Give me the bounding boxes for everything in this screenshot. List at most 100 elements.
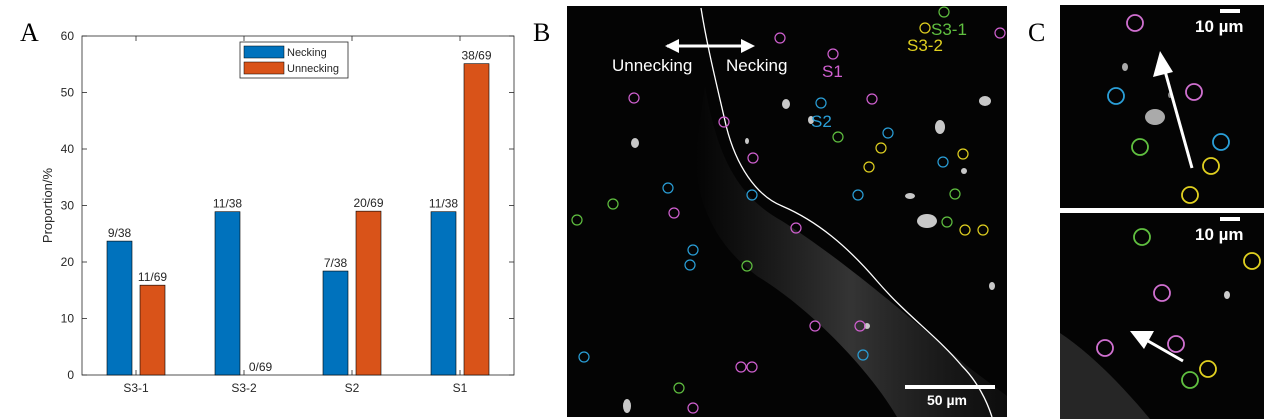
marker-s3-2 [1199,360,1217,378]
scale-bar-b [905,385,995,389]
x-tick-label: S2 [345,381,360,395]
marker-s2 [662,182,674,194]
marker-s32 [977,224,989,236]
y-tick-label: 30 [61,199,75,213]
marker-s1 [735,361,747,373]
marker-s1 [687,402,699,414]
label-s1: S1 [822,62,843,81]
legend-label: Unnecking [287,63,339,75]
bar-unnecking [139,284,166,376]
bright-spot [961,168,967,174]
data-label: 38/69 [461,49,491,63]
y-tick-label: 0 [67,368,74,382]
arrow-head-right [741,39,755,53]
scale-bar-c-bottom [1220,217,1240,221]
x-tick-label: S3-1 [123,381,149,395]
bright-spot [989,282,995,290]
marker-s1 [809,320,821,332]
marker-s1 [1096,339,1114,357]
marker-s31 [949,188,961,200]
marker-s2 [687,244,699,256]
data-label: 11/38 [213,197,242,211]
bright-spot [745,138,749,144]
marker-s2 [815,97,827,109]
data-label: 9/38 [108,226,132,240]
marker-s1 [866,93,878,105]
marker-s1 [747,152,759,164]
legend-swatch [243,61,285,75]
bright-spot [631,138,639,148]
marker-s2 [684,259,696,271]
data-label: 11/69 [138,270,167,284]
marker-circles [571,6,1006,414]
marker-s31 [832,131,844,143]
panel-label-a: A [20,18,39,47]
marker-s2 [937,156,949,168]
bright-spot [979,96,991,106]
y-tick-label: 10 [61,312,75,326]
marker-s3-2 [1181,186,1199,204]
marker-s31 [941,216,953,228]
marker-s2 [578,351,590,363]
micrograph-b-overlay [571,6,1007,417]
marker-s3-1 [1181,371,1199,389]
bar-necking [106,240,133,376]
marker-s3-1 [1133,228,1151,246]
bright-spot [808,116,814,124]
bar-unnecking [463,63,490,376]
marker-s31 [741,260,753,272]
marker-s1 [774,32,786,44]
marker-s1 [827,48,839,60]
vessel-edge [1060,333,1150,419]
marker-s31 [607,198,619,210]
direction-arrow [1163,70,1194,169]
direction-arrow [1147,339,1184,363]
scale-bar-c-top [1220,9,1240,13]
y-axis-label: Proportion/% [40,167,55,243]
marker-s31 [571,214,583,226]
data-label: 20/69 [353,196,383,210]
bar-necking [322,270,349,376]
marker-s1 [718,116,730,128]
bar-necking [214,211,241,376]
marker-s32 [863,161,875,173]
marker-s32 [957,148,969,160]
micrograph-c-top-overlay [1107,9,1240,204]
label-necking: Necking [726,56,788,75]
bright-spots [623,96,995,413]
marker-s1 [746,361,758,373]
boundary-line [700,7,993,417]
y-tick-label: 60 [61,29,75,43]
bright-spot [905,193,915,199]
marker-s1 [1153,284,1171,302]
micrograph-b: Unnecking Necking S1 S2 S3-1 S3-2 50 µm [567,6,1007,417]
bar-chart: 0 10 20 30 40 50 60 S3-1 9/38 11/69 S3-2 11/38 0/69 S… [40,29,515,395]
scale-label-c-top: 10 µm [1195,17,1244,36]
marker-s2 [1107,87,1125,105]
bright-spot [917,214,937,228]
micrograph-c-bottom-overlay [1060,217,1261,419]
bar-unnecking [355,210,382,376]
marker-s1 [1167,335,1185,353]
bar-necking [430,211,457,376]
marker-s31 [673,382,685,394]
marker-s3-2 [1243,252,1261,270]
bright-spot [864,323,870,329]
marker-s1 [1185,83,1203,101]
bright-spot [623,399,631,413]
legend-swatch [243,45,285,59]
panel-label-b: B [533,18,551,47]
marker-s1 [628,92,640,104]
panel-label-c: C [1028,18,1046,47]
marker-s1 [1126,14,1144,32]
spot [1122,63,1128,71]
label-s3-2: S3-2 [907,36,943,55]
marker-s3-2 [1202,157,1220,175]
marker-s32 [875,142,887,154]
marker-s32 [919,22,931,34]
micrograph-c-top: 10 µm [1060,5,1264,208]
marker-s32 [959,224,971,236]
data-label: 0/69 [249,360,273,374]
label-s2: S2 [811,112,832,131]
arrow-head-left [665,39,679,53]
